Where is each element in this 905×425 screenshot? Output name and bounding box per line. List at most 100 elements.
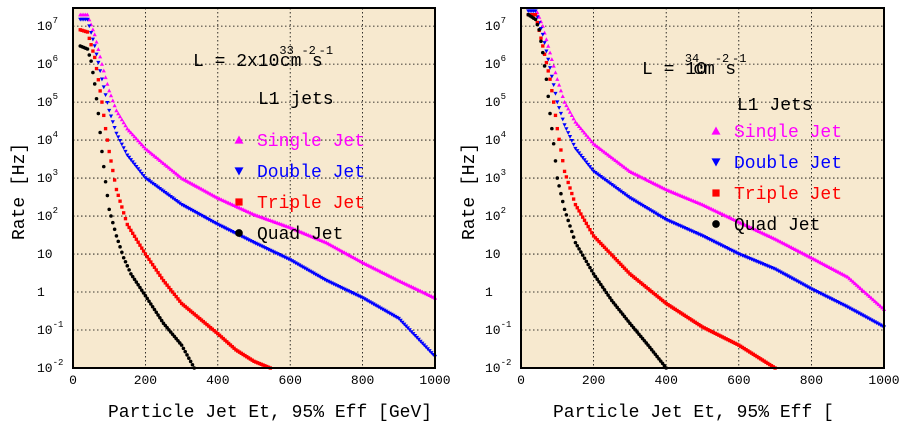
data-point (684, 314, 688, 319)
data-point (110, 120, 115, 125)
data-point (575, 243, 580, 248)
data-point (589, 167, 594, 172)
data-point (558, 111, 564, 116)
data-point (85, 30, 90, 34)
data-point (197, 212, 202, 217)
data-point (780, 271, 785, 276)
data-point (551, 83, 556, 88)
data-point (117, 138, 123, 143)
data-point (746, 349, 750, 353)
data-point (872, 299, 878, 303)
data-point (145, 147, 150, 152)
data-point (403, 324, 409, 329)
data-point (98, 89, 102, 93)
data-point (587, 137, 593, 142)
data-point (876, 302, 881, 307)
data-point (163, 190, 168, 195)
data-point (236, 349, 240, 353)
data-point (576, 151, 582, 156)
data-point (102, 113, 106, 118)
data-point (773, 267, 778, 272)
data-point (584, 160, 589, 165)
data-point (580, 253, 585, 257)
y-tick-label: 102 (485, 206, 506, 224)
data-point (129, 228, 133, 233)
data-point (123, 216, 128, 221)
data-point (134, 280, 139, 284)
data-point (803, 284, 809, 289)
data-point (610, 253, 614, 257)
data-point (155, 156, 161, 161)
data-point (611, 184, 616, 189)
data-point (591, 234, 596, 238)
data-point (152, 183, 157, 187)
data-point (89, 59, 93, 63)
data-point (122, 211, 126, 215)
data-point (78, 28, 82, 32)
data-point (582, 256, 587, 261)
legend-label: Single Jet (734, 123, 842, 143)
data-point (726, 338, 730, 342)
data-point (535, 22, 540, 27)
data-point (170, 290, 175, 294)
data-point (207, 324, 211, 328)
data-point (580, 155, 585, 160)
data-point (369, 301, 374, 306)
data-point (94, 39, 99, 44)
data-point (212, 220, 217, 225)
data-point (755, 354, 759, 359)
data-point (119, 117, 124, 122)
data-point (100, 100, 104, 104)
data-point (145, 296, 149, 301)
data-point (125, 222, 129, 227)
data-point (169, 288, 173, 292)
data-point (658, 214, 663, 219)
legend-marker (235, 198, 243, 206)
data-point (85, 17, 90, 22)
data-point (655, 212, 660, 217)
y-tick-label: 103 (485, 168, 506, 186)
data-point (170, 196, 175, 201)
data-point (243, 353, 247, 358)
data-point (297, 263, 302, 268)
data-point (203, 321, 207, 325)
y-tick-labels-right: 10-2 10-1 1 10 102 103 104 105 106 107 (485, 16, 511, 376)
data-point (158, 273, 162, 277)
data-point (579, 212, 583, 216)
data-point (132, 277, 137, 282)
data-point (257, 361, 262, 366)
data-point (695, 321, 699, 326)
data-point (849, 307, 854, 312)
data-point (143, 293, 148, 298)
data-point (172, 170, 177, 174)
data-point (188, 359, 193, 364)
data-point (374, 304, 380, 309)
data-point (538, 26, 544, 31)
data-point (766, 361, 770, 366)
data-point (147, 257, 151, 262)
data-point (382, 308, 387, 313)
data-point (638, 202, 643, 207)
data-point (593, 171, 598, 175)
data-point (183, 304, 187, 309)
y-axis-title-left: Rate [Hz] (10, 143, 30, 240)
data-point (161, 161, 166, 165)
data-point (551, 63, 556, 68)
data-point (571, 116, 576, 121)
data-point (111, 220, 115, 225)
data-point (669, 305, 674, 309)
data-point (147, 299, 151, 304)
data-point (706, 328, 710, 332)
data-point (121, 120, 126, 125)
data-point (606, 180, 611, 185)
data-point (156, 270, 160, 275)
data-point (602, 177, 607, 182)
data-point (85, 12, 90, 17)
data-point (854, 310, 859, 315)
data-point (130, 274, 135, 279)
x-axis-title-left: Particle Jet Et, 95% Eff [GeV] (108, 403, 432, 423)
data-point (394, 315, 400, 320)
data-point (154, 310, 159, 315)
data-point (418, 339, 423, 344)
y-tick-label: 104 (485, 130, 506, 148)
